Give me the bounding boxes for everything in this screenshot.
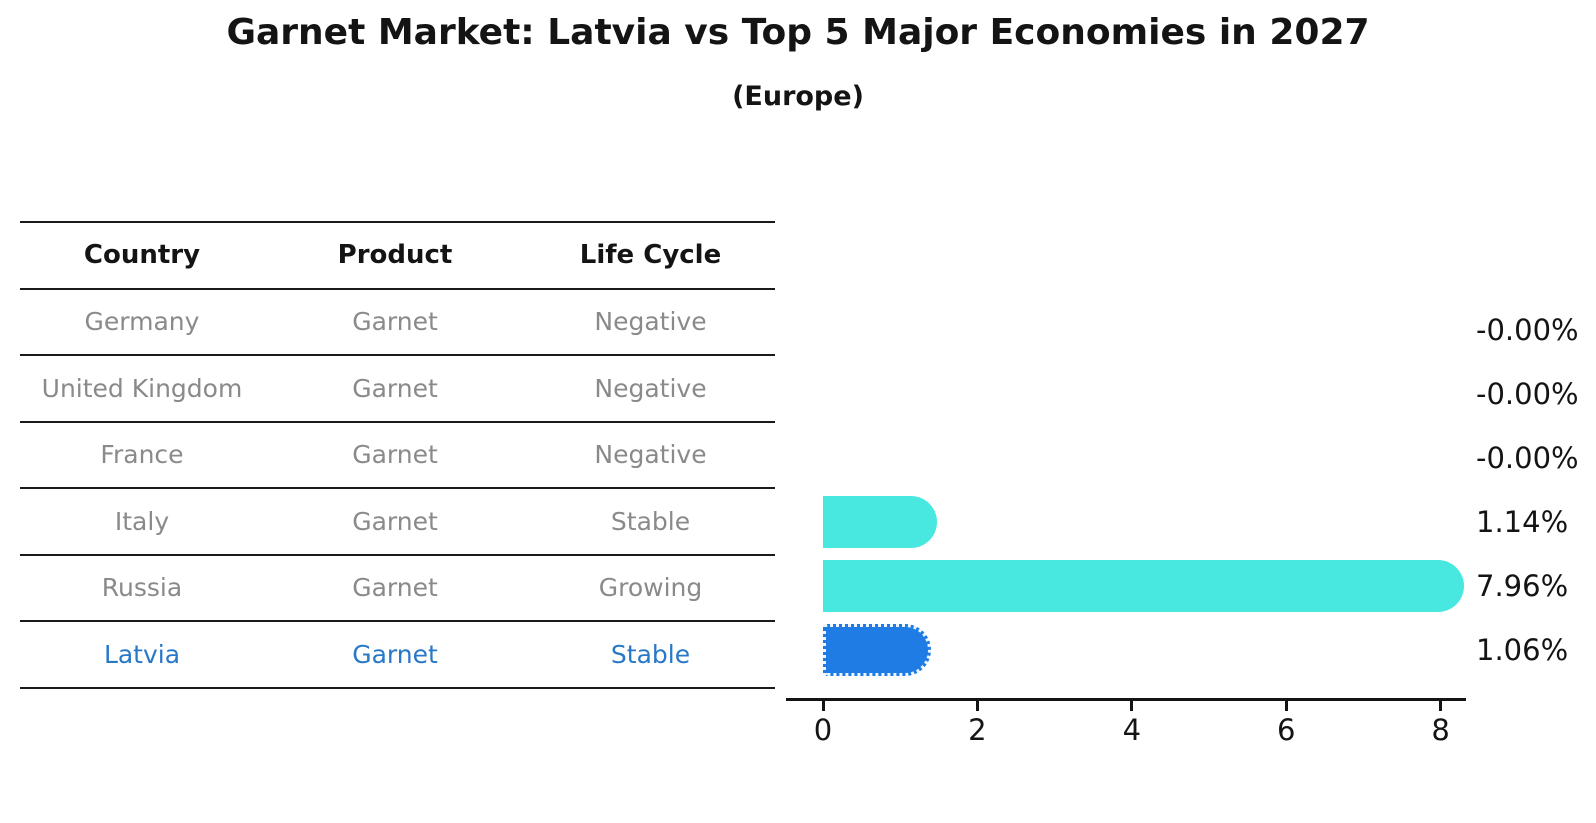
x-axis-tick <box>1439 701 1443 711</box>
table-row-france: France Garnet Negative <box>20 423 775 489</box>
bar-italy <box>823 496 937 548</box>
cell-life-cycle: Growing <box>598 573 703 603</box>
chart-subtitle: (Europe) <box>732 81 864 112</box>
x-axis-line <box>786 698 1466 701</box>
value-label-italy: 1.14% <box>1476 505 1569 539</box>
x-axis-tick-label: 6 <box>1276 713 1296 747</box>
x-axis-tick <box>1284 701 1288 711</box>
x-axis-tick <box>975 701 979 711</box>
value-label-france: -0.00% <box>1476 441 1579 475</box>
table-row-italy: Italy Garnet Stable <box>20 489 775 556</box>
cell-country: Latvia <box>103 639 181 669</box>
cell-life-cycle: Stable <box>610 639 691 669</box>
table-row-germany: Germany Garnet Negative <box>20 290 775 356</box>
value-label-russia: 7.96% <box>1476 569 1569 603</box>
cell-life-cycle: Negative <box>594 307 707 337</box>
cell-country: Russia <box>101 573 183 603</box>
x-axis-tick-label: 2 <box>968 713 987 747</box>
cell-life-cycle: Negative <box>594 440 707 470</box>
cell-country: Italy <box>114 506 170 536</box>
column-header-life-cycle: Life Cycle <box>579 240 722 271</box>
cell-product: Garnet <box>352 440 438 470</box>
value-label-united-kingdom: -0.00% <box>1476 377 1579 411</box>
x-axis-tick-label: 4 <box>1122 713 1142 747</box>
column-header-product: Product <box>337 240 453 271</box>
cell-country: Germany <box>84 307 200 337</box>
column-header-country: Country <box>83 240 201 271</box>
cell-country: France <box>100 440 184 470</box>
cell-life-cycle: Negative <box>594 373 707 403</box>
table-row-russia: Russia Garnet Growing <box>20 556 775 622</box>
value-label-germany: -0.00% <box>1476 313 1579 347</box>
country-table: Country Product Life Cycle Germany Garne… <box>20 221 775 689</box>
x-axis-tick-label: 8 <box>1431 713 1450 747</box>
cell-country: United Kingdom <box>41 373 243 403</box>
x-axis-tick-label: 0 <box>813 713 833 747</box>
x-axis-tick <box>821 701 825 711</box>
x-axis-tick <box>1130 701 1134 711</box>
table-row-latvia: Latvia Garnet Stable <box>20 622 775 689</box>
value-label-latvia: 1.06% <box>1476 633 1569 667</box>
cell-product: Garnet <box>352 639 438 669</box>
cell-product: Garnet <box>352 373 438 403</box>
table-header-row: Country Product Life Cycle <box>20 223 775 290</box>
table-row-united-kingdom: United Kingdom Garnet Negative <box>20 356 775 423</box>
cell-product: Garnet <box>352 573 438 603</box>
cell-life-cycle: Stable <box>610 506 691 536</box>
cell-product: Garnet <box>352 307 438 337</box>
chart-title: Garnet Market: Latvia vs Top 5 Major Eco… <box>226 12 1370 53</box>
bar-russia <box>823 560 1464 612</box>
cell-product: Garnet <box>352 506 438 536</box>
bar-latvia <box>823 624 931 676</box>
